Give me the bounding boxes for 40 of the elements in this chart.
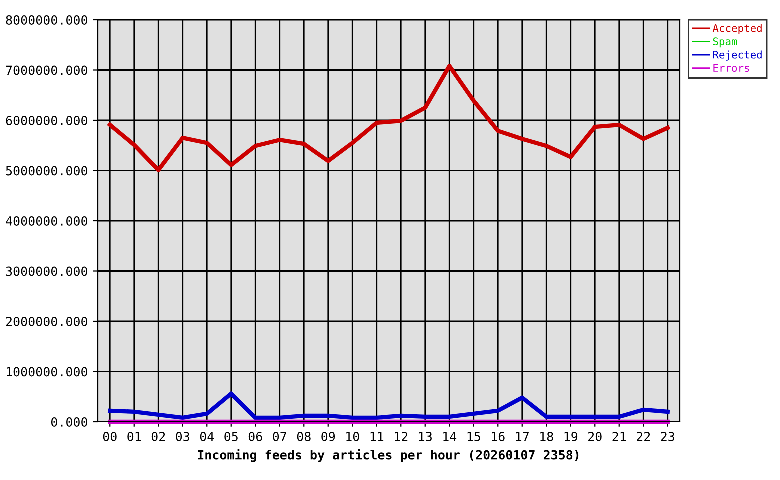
x-tick-label: 10 [346,432,360,442]
x-tick-label: 22 [637,432,650,442]
y-tick-label: 2000000.000 [6,317,88,326]
y-tick-label: 6000000.000 [6,116,88,126]
x-tick-label: 00 [103,432,117,442]
y-tick-label: 7000000.000 [6,66,88,76]
legend-label: Errors [714,64,750,72]
x-tick-label: 07 [273,432,286,442]
x-tick-label: 06 [248,432,262,442]
y-tick-label: 4000000.000 [6,216,88,226]
line-series [108,64,670,172]
y-tick-label: 3000000.000 [6,266,88,276]
x-tick-label: 14 [444,432,457,442]
y-tick-label: 8000000.000 [6,16,88,25]
legend-label: Accepted [712,24,762,34]
y-tick-label: 1000000.000 [7,367,88,377]
legend-label: Rejected [713,50,762,61]
x-tick-label: 01 [128,432,142,442]
x-tick-label: 02 [152,432,166,442]
x-tick-label: 23 [661,432,674,442]
x-tick-label: 15 [468,432,480,442]
x-tick-label: 20 [588,432,602,442]
x-tick-label: 19 [564,432,578,442]
y-tick-label: 5000000.000 [6,166,88,176]
x-tick-label: 09 [322,432,336,442]
x-tick-label: 21 [612,432,626,442]
x-tick-label: 05 [224,432,238,442]
x-tick-label: 04 [200,432,214,442]
x-tick-label: 12 [395,432,408,442]
x-tick-label: 13 [419,432,432,442]
x-tick-label: 11 [370,432,384,442]
legend-label: Spam [713,38,738,48]
x-tick-label: 16 [492,432,505,442]
y-tick-label: 0.000 [51,418,88,427]
x-tick-label: 03 [176,432,190,442]
x-axis-title: Incoming feeds by articles per hour (20260107 2358) [198,449,579,462]
x-tick-label: 18 [540,432,554,442]
x-tick-label: 17 [516,432,529,442]
x-tick-label: 08 [297,432,311,442]
line-series [108,392,670,420]
